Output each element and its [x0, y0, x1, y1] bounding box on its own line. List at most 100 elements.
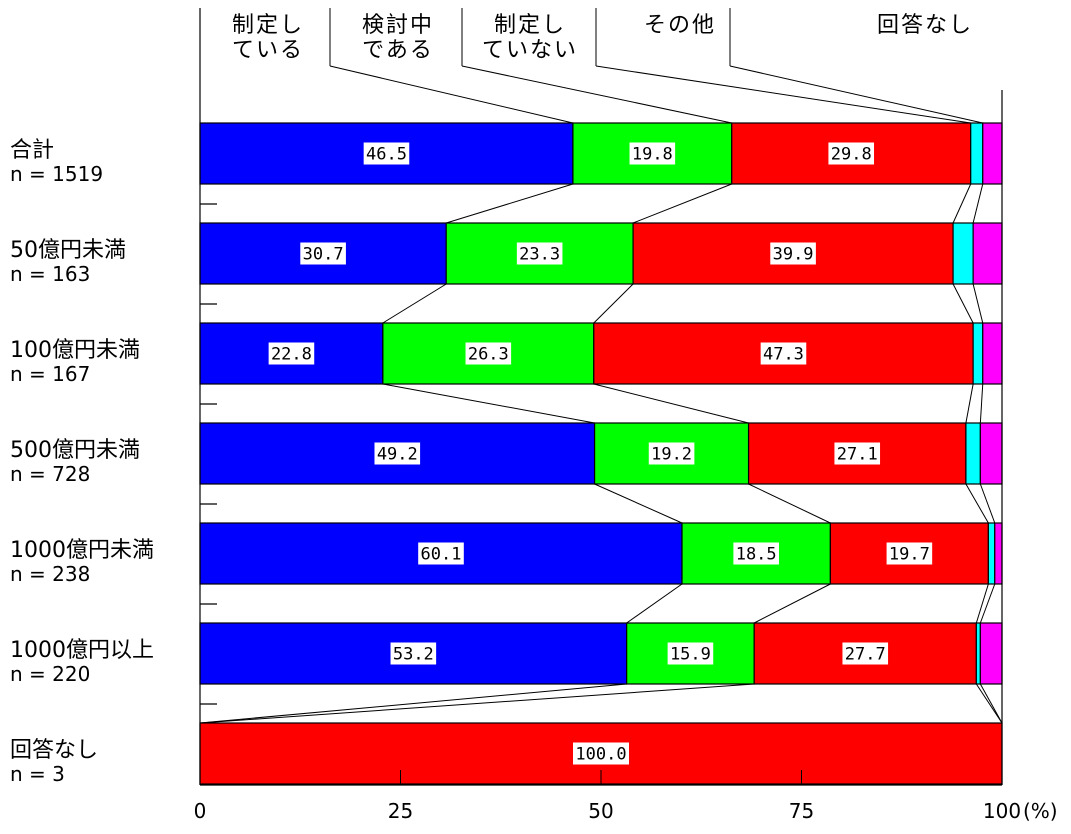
bar-segment-s5 — [972, 222, 1003, 285]
x-tick-label: 25 — [388, 799, 413, 823]
data-label-bg — [828, 142, 875, 165]
data-label: 60.1 — [421, 545, 462, 565]
data-label: 19.8 — [632, 145, 673, 165]
x-unit-label: (%) — [1023, 799, 1058, 823]
data-label: 27.7 — [845, 645, 886, 665]
connector-line — [952, 183, 972, 224]
data-label: 46.5 — [366, 145, 407, 165]
legend-label-s5: 回答なし — [877, 13, 973, 38]
bar-segment-s5 — [979, 622, 1003, 685]
data-label-bg — [667, 642, 714, 665]
connector-line — [972, 183, 984, 224]
connector-line — [965, 383, 974, 424]
x-tick-label: 0 — [194, 799, 207, 823]
bar-segment-s4 — [975, 622, 981, 685]
data-label-bg — [516, 242, 563, 265]
data-label: 30.7 — [303, 245, 344, 265]
bars: 46.5 19.8 29.8 30.7 23.3 39.9 22.8 26.3 47.3 49.2… — [199, 122, 1003, 785]
data-label: 15.9 — [670, 645, 711, 665]
connector-line — [979, 483, 996, 524]
connector-line — [199, 683, 627, 724]
data-label: 29.8 — [831, 145, 872, 165]
legend-label-s1: ている — [232, 38, 304, 63]
bar-segment-s5 — [982, 322, 1003, 385]
connector-line — [626, 583, 683, 624]
data-label-bg — [418, 542, 464, 565]
sample-size-label: n = 238 — [10, 562, 90, 586]
connector-lines — [199, 183, 1003, 724]
bar-segment-s5 — [979, 422, 1003, 485]
connector-line — [975, 683, 1003, 724]
connector-line — [748, 483, 831, 524]
data-label-bg — [300, 242, 346, 265]
bar-segment-s4 — [987, 522, 996, 585]
legend-label-s3: 制定し — [494, 13, 566, 38]
data-label: 19.2 — [651, 445, 692, 465]
bar-segment-s4 — [965, 422, 981, 485]
data-label-bg — [834, 442, 881, 465]
data-label-bg — [390, 642, 437, 665]
legend-leader-line — [595, 65, 971, 124]
connector-line — [979, 683, 1003, 724]
category-label: 500億円未満 — [10, 438, 140, 463]
legend-leader-line — [729, 65, 983, 124]
data-label-bg — [770, 242, 816, 265]
x-tick-label: 75 — [789, 799, 814, 823]
category-label: 50億円未満 — [10, 238, 126, 263]
data-label: 27.1 — [837, 445, 878, 465]
x-tick-label: 100 — [983, 799, 1021, 823]
x-axis: 0 25 50 75 100 (%) — [194, 770, 1058, 823]
connector-line — [382, 283, 447, 324]
category-label: 回答なし — [10, 738, 98, 763]
legend-label-s4: その他 — [644, 13, 716, 38]
data-label: 18.5 — [736, 545, 777, 565]
category-label: 1000億円以上 — [10, 638, 154, 663]
connector-line — [965, 483, 989, 524]
data-label-bg — [374, 442, 421, 465]
data-label: 22.8 — [271, 345, 312, 365]
connector-line — [979, 583, 996, 624]
legend-leader-line — [461, 65, 732, 124]
bar-segment-s4 — [952, 222, 974, 285]
connector-line — [594, 483, 683, 524]
category-label: 1000億円未満 — [10, 538, 154, 563]
connector-line — [952, 283, 974, 324]
data-label-bg — [465, 342, 512, 365]
data-label-bg — [842, 642, 889, 665]
connector-line — [446, 183, 574, 224]
data-label-bg — [363, 142, 410, 165]
bar-segment-s5 — [982, 122, 1003, 185]
data-label-bg — [629, 142, 676, 165]
sample-size-label: n = 163 — [10, 262, 90, 286]
legend-label-s1: 制定し — [232, 13, 304, 38]
data-label: 53.2 — [393, 645, 434, 665]
connector-line — [753, 583, 831, 624]
data-label-bg — [886, 542, 933, 565]
data-label: 100.0 — [575, 745, 626, 765]
data-label: 23.3 — [519, 245, 560, 265]
data-label: 19.7 — [889, 545, 930, 565]
bar-segment-s2 — [382, 322, 595, 385]
legend-label-s3: ていない — [482, 38, 578, 63]
connector-line — [593, 383, 749, 424]
connector-line — [382, 383, 595, 424]
connector-line — [975, 583, 989, 624]
sample-size-label: n = 167 — [10, 362, 90, 386]
legend-label-s2: 検討中 — [362, 13, 434, 38]
legend-label-s2: である — [362, 38, 434, 63]
plot-frame — [199, 8, 1003, 786]
data-label-bg — [760, 342, 807, 365]
bar-segment-s4 — [972, 322, 984, 385]
x-tick-label: 50 — [588, 799, 613, 823]
legend-leader-line — [329, 65, 574, 124]
connector-line — [593, 283, 634, 324]
data-label-bg — [733, 542, 779, 565]
data-label-bg — [573, 742, 629, 765]
bar-segment-s5 — [994, 522, 1003, 585]
sample-size-label: n = 220 — [10, 662, 90, 686]
sample-size-label: n = 728 — [10, 462, 90, 486]
bar-segment-s4 — [970, 122, 984, 185]
connector-line — [979, 383, 984, 424]
